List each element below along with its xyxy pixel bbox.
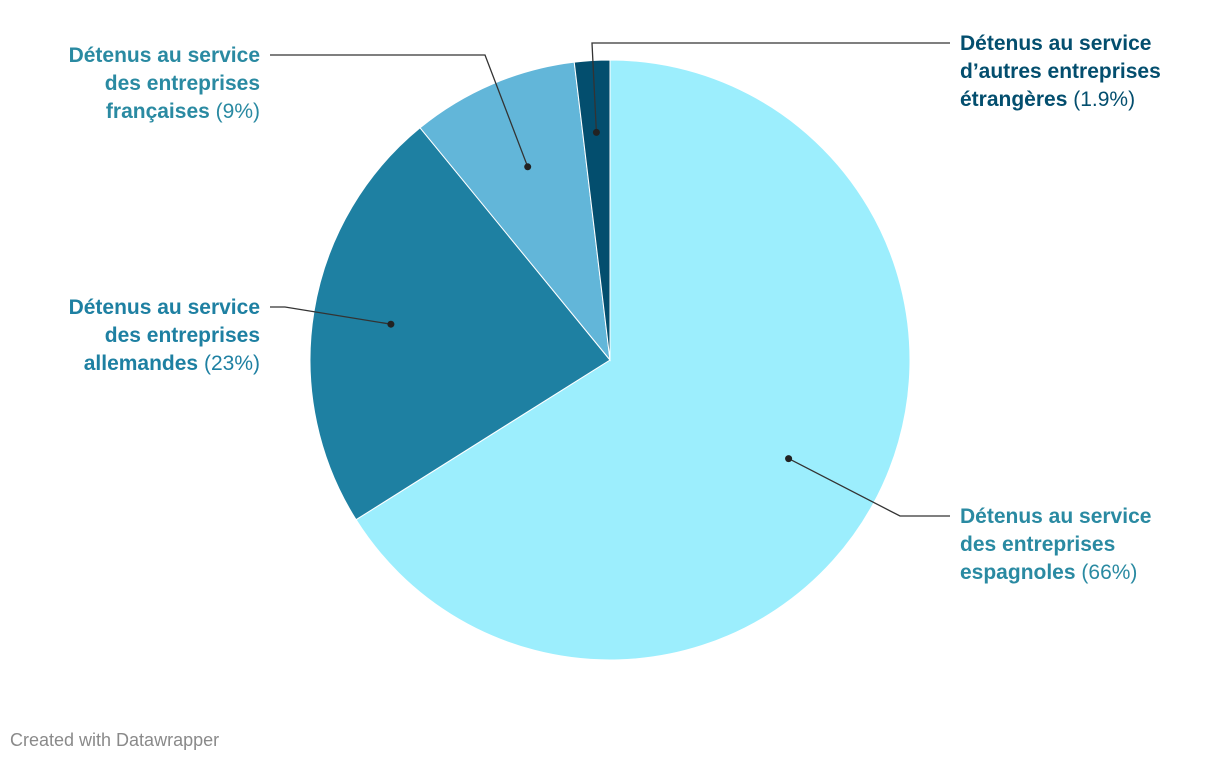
label-allemandes-line1: Détenus au service [68,296,260,319]
label-etrangeres: Détenus au service d’autres entreprises … [960,30,1210,114]
pie-slice-espagnoles [355,59,911,661]
leader-dot-allemandes [387,320,395,328]
label-espagnoles: Détenus au service des entreprises espag… [960,503,1210,587]
label-espagnoles-line2: des entreprises [960,533,1116,556]
label-francaises-line1: Détenus au service [68,44,260,67]
label-etrangeres-percent: (1.9%) [1073,88,1136,111]
leader-dot-francaises [524,163,532,171]
leader-line-francaises [270,54,529,168]
label-allemandes: Détenus au service des entreprises allem… [10,294,260,378]
pie-slices [309,59,911,661]
label-allemandes-line3: allemandes [83,352,199,375]
leader-line-allemandes [270,306,392,325]
label-etrangeres-line1: Détenus au service [960,32,1152,55]
label-francaises: Détenus au service des entreprises franç… [10,42,260,126]
leader-line-espagnoles [788,458,950,517]
label-etrangeres-line3: étrangères [960,88,1068,111]
pie-slice-francaises [419,61,611,362]
label-francaises-line3: françaises [105,100,210,123]
credit-footer: Created with Datawrapper [10,730,220,750]
label-francaises-percent: (9%) [215,100,260,123]
leader-dot-espagnoles [785,455,793,463]
label-espagnoles-line3: espagnoles [960,561,1076,584]
label-allemandes-percent: (23%) [203,352,260,375]
label-etrangeres-line2: d’autres entreprises [960,60,1161,83]
leader-lines [270,42,950,517]
label-espagnoles-line1: Détenus au service [960,505,1152,528]
leader-line-etrangeres [591,42,950,133]
label-espagnoles-percent: (66%) [1081,561,1138,584]
label-allemandes-line2: des entreprises [104,324,260,347]
label-francaises-line2: des entreprises [104,72,260,95]
pie-slice-etrangeres [573,59,611,361]
leader-dot-etrangeres [592,128,600,136]
